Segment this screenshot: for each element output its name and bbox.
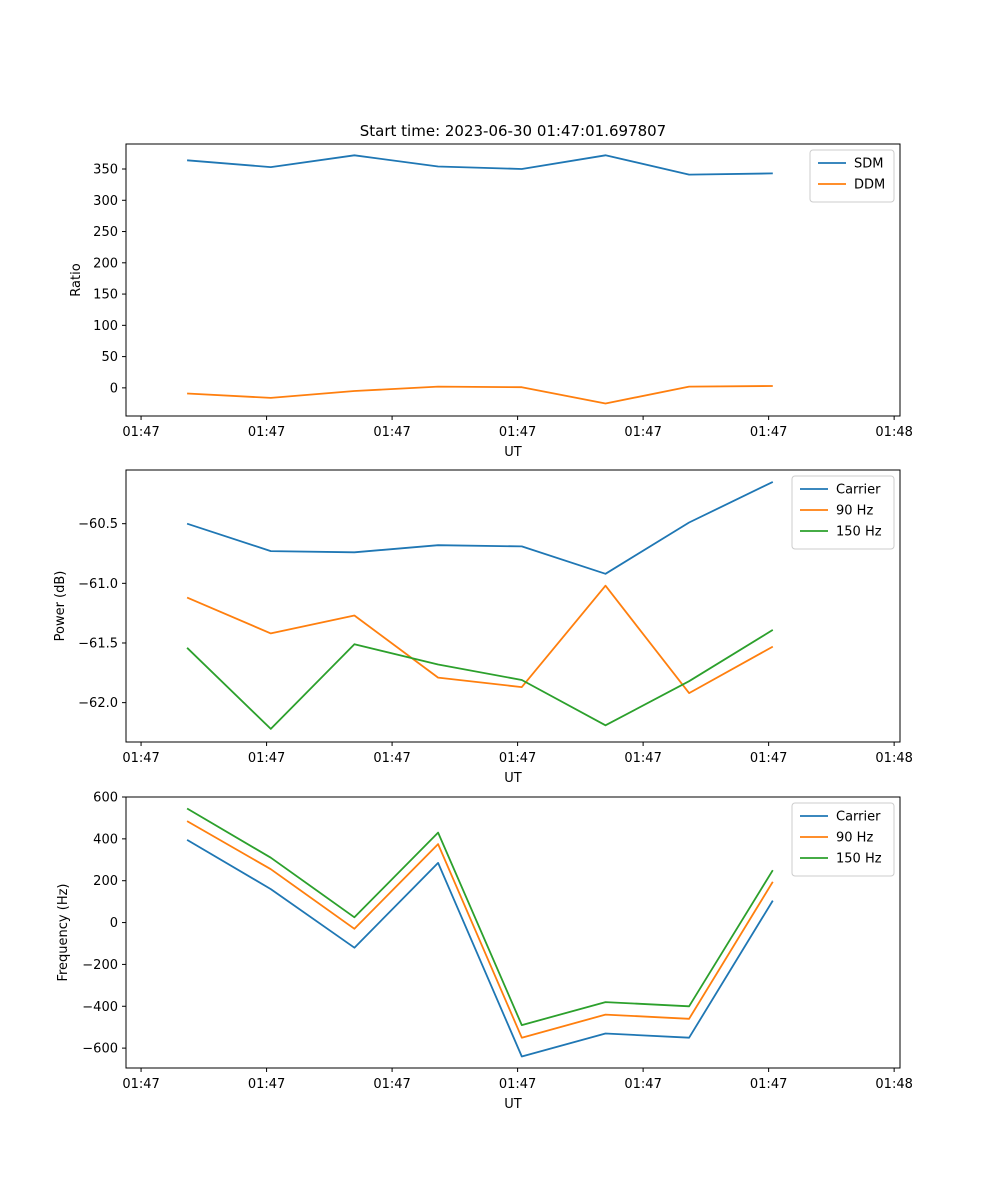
frequency-axes-frame (125, 796, 901, 1069)
frequency-x-tick-label: 01:47 (122, 1077, 159, 1092)
frequency-legend: Carrier 90 Hz 150 Hz (791, 802, 895, 877)
power-x-tick-label: 01:47 (750, 751, 787, 766)
ratio-x-axis-label: UT (504, 445, 522, 460)
ratio-x-tick-label: 01:47 (750, 425, 787, 440)
ratio-x-tick-label: 01:47 (499, 425, 536, 440)
power-x-tick-label: 01:47 (373, 751, 410, 766)
frequency-series-90-hz-line (186, 820, 774, 1039)
power-legend-label: 90 Hz (836, 504, 873, 519)
frequency-x-tick-label: 01:48 (875, 1077, 912, 1092)
frequency-x-tick-label: 01:47 (373, 1077, 410, 1092)
frequency-x-axis-label: UT (504, 1097, 522, 1112)
frequency-legend-label: 90 Hz (836, 831, 873, 846)
frequency-y-tick-label: 600 (93, 791, 118, 806)
power-y-tick-label: −62.0 (78, 696, 118, 711)
power-x-tick-label: 01:47 (122, 751, 159, 766)
power-legend-label: 150 Hz (836, 525, 882, 540)
power-y-axis-label: Power (dB) (53, 571, 68, 642)
frequency-y-tick-label: −600 (82, 1042, 118, 1057)
power-y-tick-label: −61.5 (78, 636, 118, 651)
frequency-y-tick-label: −200 (82, 958, 118, 973)
ratio-axes-frame (125, 143, 901, 417)
ratio-y-tick-label: 50 (101, 350, 118, 365)
ratio-y-tick-label: 100 (93, 319, 118, 334)
ratio-legend-label: SDM (854, 157, 883, 172)
ratio-x-tick-label: 01:47 (248, 425, 285, 440)
power-x-axis-label: UT (504, 771, 522, 786)
ratio-legend-label: DDM (854, 178, 885, 193)
power-series-carrier-line (186, 481, 774, 575)
frequency-y-axis-label: Frequency (Hz) (56, 883, 71, 981)
ratio-legend: SDM DDM (809, 149, 895, 203)
frequency-plot-area (126, 797, 900, 1068)
figure-title: Start time: 2023-06-30 01:47:01.697807 (360, 122, 666, 140)
power-series-150-hz-line (186, 629, 774, 730)
frequency-series-carrier-line (186, 839, 774, 1058)
power-x-tick-label: 01:47 (248, 751, 285, 766)
ratio-y-tick-label: 250 (93, 225, 118, 240)
power-axes-frame (125, 469, 901, 743)
frequency-y-tick-label: 200 (93, 874, 118, 889)
frequency-y-tick-label: 400 (93, 832, 118, 847)
ratio-x-tick-label: 01:47 (122, 425, 159, 440)
ratio-series-sdm-line (187, 154, 773, 176)
ratio-y-tick-label: 0 (110, 381, 118, 396)
power-panel: 01:47 01:47 01:47 01:47 01:47 01:47 01:48 −62.0… (53, 469, 913, 786)
frequency-x-tick-label: 01:47 (248, 1077, 285, 1092)
power-x-tick-label: 01:47 (624, 751, 661, 766)
frequency-series-150-hz-line (186, 807, 774, 1026)
power-y-tick-label: −60.5 (78, 517, 118, 532)
ratio-y-axis-label: Ratio (69, 263, 84, 296)
frequency-y-tick-label: −400 (82, 1000, 118, 1015)
frequency-legend-label: Carrier (836, 810, 881, 825)
power-x-tick-label: 01:47 (499, 751, 536, 766)
power-legend-label: Carrier (836, 483, 881, 498)
ratio-plot-area (126, 144, 900, 416)
ratio-x-tick-label: 01:48 (875, 425, 912, 440)
frequency-x-tick-label: 01:47 (750, 1077, 787, 1092)
power-x-tick-label: 01:48 (875, 751, 912, 766)
ratio-panel: 01:47 01:47 01:47 01:47 01:47 01:47 01:48 0 50 10… (69, 143, 913, 460)
ratio-y-tick-label: 300 (93, 194, 118, 209)
ratio-x-tick-label: 01:47 (373, 425, 410, 440)
frequency-panel: 01:47 01:47 01:47 01:47 01:47 01:47 01:48 −600 −… (56, 791, 913, 1113)
frequency-x-tick-label: 01:47 (624, 1077, 661, 1092)
frequency-legend-label: 150 Hz (836, 852, 882, 867)
ratio-y-tick-label: 200 (93, 256, 118, 271)
frequency-x-tick-label: 01:47 (499, 1077, 536, 1092)
power-plot-area (126, 470, 900, 742)
frequency-y-tick-label: 0 (110, 916, 118, 931)
power-series-90-hz-line (186, 584, 774, 694)
ratio-x-tick-label: 01:47 (624, 425, 661, 440)
power-y-tick-label: −61.0 (78, 577, 118, 592)
ratio-y-tick-label: 150 (93, 288, 118, 303)
power-legend: Carrier 90 Hz 150 Hz (791, 475, 895, 550)
ratio-series-ddm-line (187, 385, 773, 405)
ratio-y-tick-label: 350 (93, 163, 118, 178)
